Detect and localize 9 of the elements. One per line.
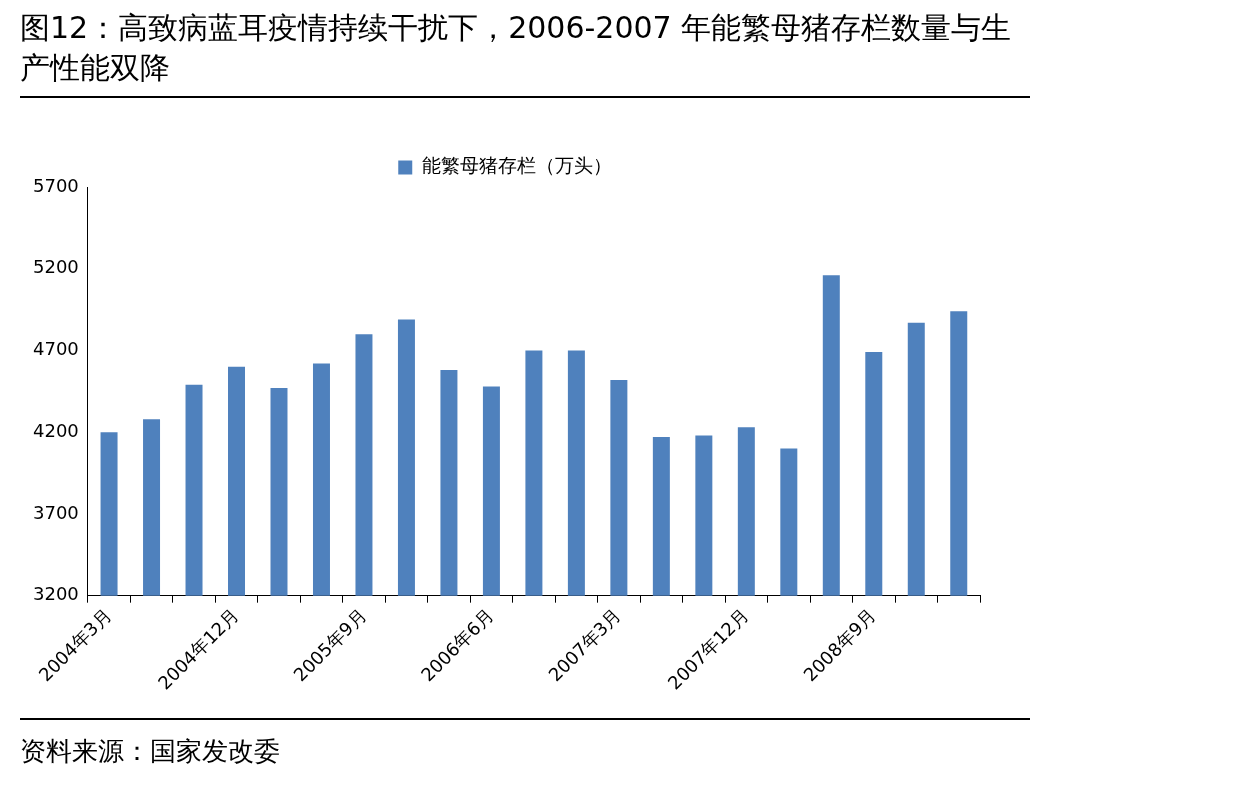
legend-label: 能繁母猪存栏（万头） xyxy=(421,154,612,177)
y-tick-label: 3700 xyxy=(33,501,79,523)
y-tick-label: 5200 xyxy=(33,256,79,278)
y-tick-label: 5700 xyxy=(33,174,79,196)
y-tick-label: 3200 xyxy=(33,583,79,605)
y-tick-label: 4200 xyxy=(33,419,79,441)
text: 资料来源：国家发改委 xyxy=(20,735,281,768)
chart-title: 图12：高致病蓝耳疫情持续干扰下，2006-2007 年能繁母猪存栏数量与生产性能双降 xyxy=(20,8,1030,98)
y-tick-label: 4700 xyxy=(33,338,79,360)
